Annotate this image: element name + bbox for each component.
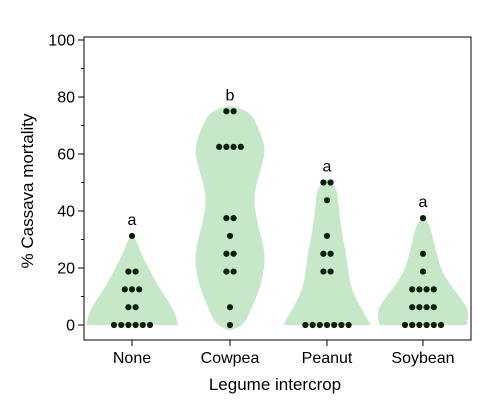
data-point-none [139,321,146,329]
violin-peanut [283,179,371,325]
data-point-soybean [419,215,427,222]
data-point-peanut [327,268,334,275]
data-point-none [128,232,136,240]
data-point-peanut [320,268,327,275]
y-tick-label-20: 20 [57,261,75,278]
data-point-cowpea [230,143,237,150]
data-point-soybean [419,268,427,275]
data-point-soybean [401,321,409,329]
data-point-soybean [430,286,437,293]
data-point-none [125,321,132,329]
data-point-cowpea [226,304,234,311]
data-point-peanut [338,321,345,329]
y-tick-label-100: 100 [48,33,75,50]
violin-none [86,233,178,325]
data-point-peanut [316,321,323,329]
data-point-cowpea [230,268,237,275]
data-point-none [132,268,139,275]
data-point-soybean [430,321,437,329]
data-point-peanut [327,179,334,186]
data-point-peanut [323,197,331,204]
x-tick-label-cowpea: Cowpea [201,350,260,367]
data-point-cowpea [216,143,223,150]
data-point-peanut [320,250,327,257]
data-point-soybean [423,321,430,329]
data-point-soybean [416,286,423,293]
data-point-none [136,286,143,293]
data-point-none [110,321,118,329]
dot-layer [110,108,445,329]
data-point-soybean [430,304,437,311]
data-point-soybean [416,304,423,311]
x-axis-ticks: None Cowpea Peanut Soybean [113,340,455,367]
data-point-peanut [323,321,331,329]
data-point-peanut [323,232,331,240]
data-point-cowpea [223,143,230,150]
significance-letter-none: a [128,212,137,229]
data-point-none [132,321,139,329]
data-point-soybean [423,286,430,293]
data-point-soybean [409,304,416,311]
data-point-none [121,286,128,293]
axes [83,36,472,341]
plot-frame [83,36,472,341]
data-point-none [128,286,136,293]
data-point-cowpea [237,143,244,150]
significance-letter-soybean: a [419,194,428,211]
data-point-none [132,304,139,311]
data-point-peanut [302,321,309,329]
data-point-cowpea [226,232,234,240]
data-point-cowpea [230,215,237,222]
data-point-soybean [423,304,430,311]
violin-layer [86,105,469,331]
data-point-soybean [437,321,445,329]
y-tick-label-60: 60 [57,147,75,164]
data-point-cowpea [223,250,230,257]
data-point-soybean [416,321,423,329]
y-tick-label-40: 40 [57,204,75,221]
x-axis-title: Legume intercrop [209,375,341,394]
x-tick-label-soybean: Soybean [391,350,454,367]
data-point-cowpea [223,108,230,115]
significance-letter-cowpea: b [226,87,235,104]
y-axis-ticks: 0 20 40 60 80 100 [48,33,84,335]
y-tick-label-0: 0 [66,318,75,335]
data-point-cowpea [226,321,234,329]
data-point-cowpea [230,250,237,257]
data-point-peanut [309,321,316,329]
y-tick-label-80: 80 [57,90,75,107]
data-point-none [125,304,132,311]
data-point-none [125,268,132,275]
significance-letters: a b a a [128,87,428,229]
data-point-soybean [419,250,427,257]
data-point-cowpea [223,215,230,222]
data-point-soybean [409,286,416,293]
violin-cowpea [195,105,265,331]
data-point-peanut [320,179,327,186]
significance-letter-peanut: a [323,159,332,176]
data-point-peanut [327,250,334,257]
data-point-none [146,321,154,329]
data-point-soybean [409,321,416,329]
x-tick-label-none: None [113,350,151,367]
data-point-peanut [331,321,338,329]
x-tick-label-peanut: Peanut [302,350,353,367]
data-point-cowpea [230,108,237,115]
y-axis-title: % Cassava mortality [18,113,37,268]
data-point-none [118,321,125,329]
data-point-peanut [345,321,352,329]
data-point-cowpea [223,268,230,275]
